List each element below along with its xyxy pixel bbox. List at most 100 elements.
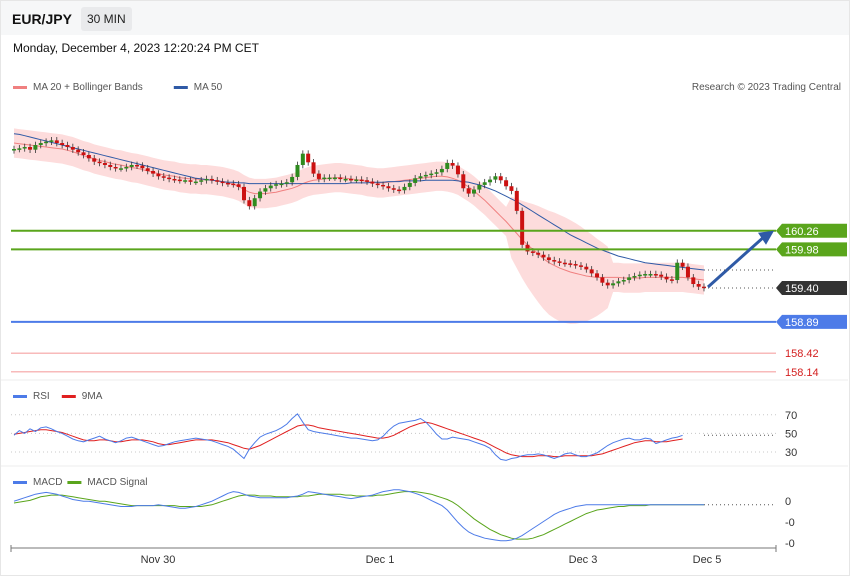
candle-body xyxy=(520,210,525,245)
candle-body xyxy=(65,145,70,148)
candle-body xyxy=(482,182,487,185)
candle-body xyxy=(402,186,407,191)
candle-body xyxy=(268,185,273,189)
candle-body xyxy=(568,263,573,265)
candle-body xyxy=(621,280,626,282)
timestamp: Monday, December 4, 2023 12:20:24 PM CET xyxy=(13,41,259,55)
candle-body xyxy=(204,178,209,181)
candle-body xyxy=(498,176,503,181)
candle-body xyxy=(290,176,295,183)
chart-header: EUR/JPY 30 MIN xyxy=(1,1,849,35)
candle-body xyxy=(466,188,471,194)
candle-body xyxy=(439,168,444,173)
candle-body xyxy=(348,178,353,181)
candle-body xyxy=(28,147,33,150)
legend-swatch xyxy=(61,395,76,398)
candle-body xyxy=(316,173,321,179)
candle-body xyxy=(151,170,156,174)
macd-signal-line xyxy=(13,491,704,540)
candle-body xyxy=(605,282,610,286)
candle-body xyxy=(578,265,583,267)
candle-body xyxy=(113,166,118,169)
x-tick-label: Dec 5 xyxy=(693,554,722,566)
candle-body xyxy=(247,200,252,207)
target-arrow xyxy=(706,235,766,289)
candle-body xyxy=(54,140,59,144)
candle-body xyxy=(680,262,685,267)
candle-body xyxy=(445,162,450,169)
legend-swatch xyxy=(67,481,82,484)
candle-body xyxy=(215,180,220,182)
candle-body xyxy=(530,251,535,253)
candle-body xyxy=(274,184,279,186)
candle-body xyxy=(541,254,546,258)
candle-body xyxy=(375,183,380,186)
candle-body xyxy=(76,149,81,153)
candle-body xyxy=(643,274,648,276)
candle-body xyxy=(595,273,600,278)
candle-body xyxy=(461,174,466,189)
candle-body xyxy=(183,180,188,182)
candle-body xyxy=(413,178,418,183)
candle-body xyxy=(653,274,658,276)
candle-body xyxy=(370,181,375,184)
candle-body xyxy=(562,262,567,265)
candle-body xyxy=(102,162,107,165)
x-tick-label: Dec 1 xyxy=(366,554,395,566)
candle-body xyxy=(242,186,246,201)
candle-body xyxy=(33,145,38,150)
rsi-line xyxy=(13,413,683,461)
candle-body xyxy=(546,257,551,261)
candle-body xyxy=(332,177,337,180)
candle-body xyxy=(97,161,102,164)
candle-body xyxy=(573,264,578,266)
candle-body xyxy=(407,182,412,187)
candle-body xyxy=(81,152,86,155)
candle-body xyxy=(509,186,514,191)
candle-body xyxy=(397,189,402,192)
candle-body xyxy=(118,168,123,170)
level-label: 160.26 xyxy=(785,226,819,238)
level-label: 159.98 xyxy=(785,244,819,256)
macd-tick: -0 xyxy=(785,517,795,529)
candle-body xyxy=(343,178,348,181)
candle-body xyxy=(418,176,423,179)
macd-line xyxy=(13,489,704,542)
candle-body xyxy=(616,281,621,284)
x-tick-label: Dec 3 xyxy=(569,554,598,566)
level-label: 158.14 xyxy=(785,367,819,379)
candle-body xyxy=(637,274,642,277)
candle-body xyxy=(386,186,391,189)
candle-body xyxy=(702,286,706,289)
candle-body xyxy=(193,181,198,184)
candle-body xyxy=(365,180,370,182)
macd-tick: 0 xyxy=(785,496,791,508)
candle-body xyxy=(632,276,637,278)
candle-body xyxy=(455,165,460,175)
candle-body xyxy=(557,261,562,263)
candle-body xyxy=(231,183,236,186)
candle-body xyxy=(536,252,541,255)
candle-body xyxy=(86,155,91,159)
candle-body xyxy=(306,153,311,163)
candle-body xyxy=(354,179,359,182)
candle-body xyxy=(669,279,674,281)
candle-body xyxy=(322,177,327,180)
candle-body xyxy=(675,262,680,281)
candle-body xyxy=(338,177,343,180)
timeframe-button[interactable]: 30 MIN xyxy=(81,7,132,31)
candle-body xyxy=(589,269,594,274)
candle-body xyxy=(225,182,230,185)
candle-body xyxy=(145,168,150,171)
candle-body xyxy=(648,274,653,276)
legend-swatch xyxy=(173,86,188,89)
macd-tick: -0 xyxy=(785,538,795,550)
legend-label: MACD xyxy=(33,477,62,488)
candle-body xyxy=(92,158,97,162)
level-label: 159.40 xyxy=(785,283,819,295)
candle-body xyxy=(22,147,27,149)
candle-body xyxy=(44,141,49,144)
candle-body xyxy=(129,164,134,167)
candle-body xyxy=(696,284,701,287)
